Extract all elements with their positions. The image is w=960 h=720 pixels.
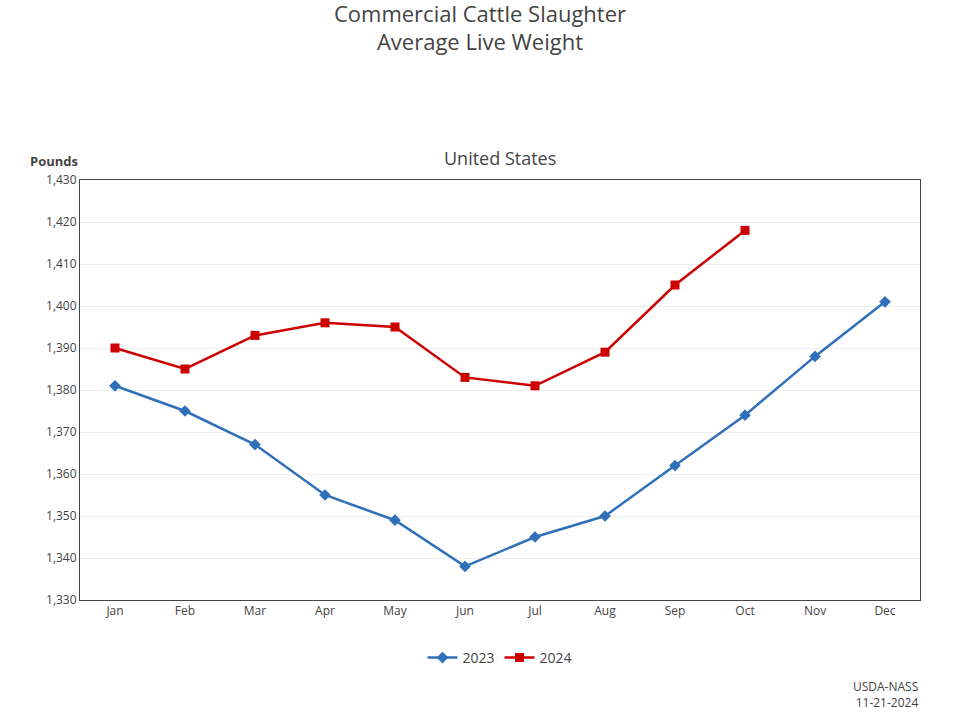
svg-text:USDA-NASS11-21-2024: USDA-NASS11-21-2024 [853,678,918,711]
svg-text:Mar: Mar [244,602,266,619]
svg-text:Sep: Sep [665,602,686,619]
svg-text:Nov: Nov [804,602,826,619]
svg-text:1,410: 1,410 [46,255,77,272]
svg-text:United States: United States [444,146,556,170]
svg-text:Jul: Jul [527,602,542,619]
svg-text:1,350: 1,350 [46,507,77,524]
svg-text:Pounds: Pounds [30,152,78,170]
svg-text:Jun: Jun [455,602,474,619]
svg-text:1,420: 1,420 [46,213,77,230]
svg-text:1,340: 1,340 [46,549,77,566]
svg-text:Jan: Jan [105,602,123,619]
svg-text:Aug: Aug [594,602,616,619]
svg-text:1,360: 1,360 [46,465,77,482]
svg-text:Commercial Cattle SlaughterAve: Commercial Cattle SlaughterAverage Live … [334,0,626,56]
svg-text:Oct: Oct [735,602,754,619]
svg-text:1,390: 1,390 [46,339,77,356]
svg-text:Dec: Dec [874,602,895,619]
svg-text:1,380: 1,380 [46,381,77,398]
svg-text:1,370: 1,370 [46,423,77,440]
svg-text:1,330: 1,330 [46,591,77,608]
svg-text:1,400: 1,400 [46,297,77,314]
svg-text:2024: 2024 [540,648,572,667]
svg-text:Feb: Feb [175,602,195,619]
svg-text:1,430: 1,430 [46,171,77,188]
svg-text:May: May [383,602,407,619]
svg-text:2023: 2023 [463,648,495,667]
svg-text:Apr: Apr [315,602,335,619]
